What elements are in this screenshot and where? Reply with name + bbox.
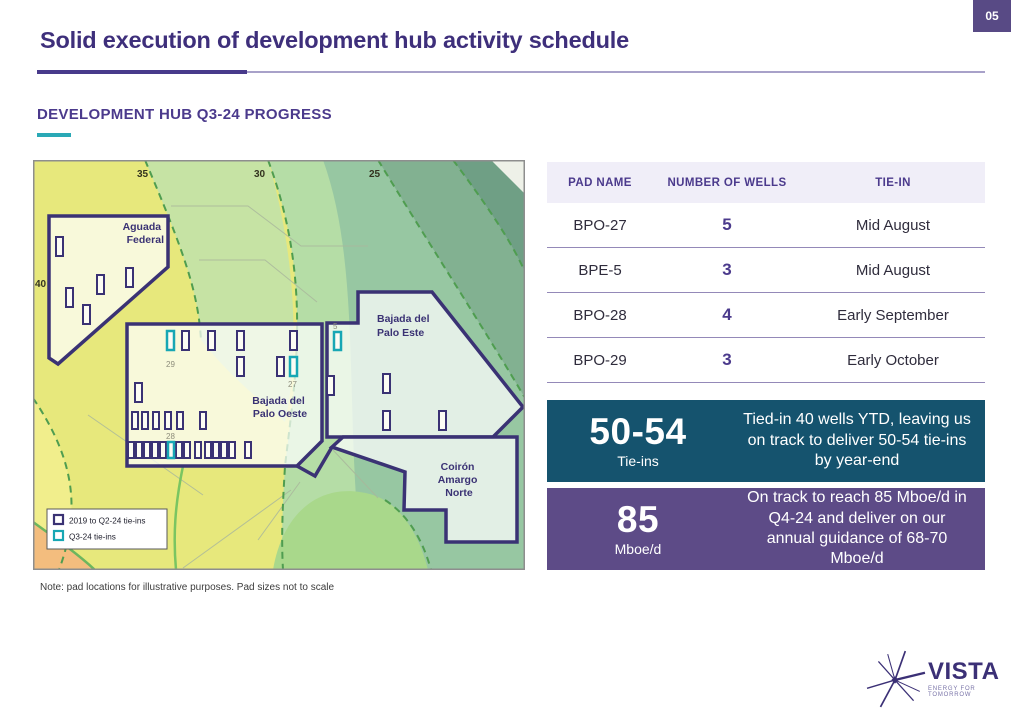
vista-logo: VISTA ENERGY FOR TOMORROW (866, 648, 1012, 710)
cell-wells: 3 (722, 260, 732, 279)
cell-pad-name: BPE-5 (578, 261, 622, 279)
block-coiron-amargo-norte (328, 435, 519, 544)
callout-production-value: 85 (616, 499, 660, 540)
callout-tie-ins-figure: 50-54 Tie-ins (547, 413, 729, 469)
cell-wells: 4 (722, 305, 732, 324)
label-bajada-del-palo-este: Bajada del Palo Este (377, 313, 432, 339)
callout-production-figure: 85 Mboe/d (547, 501, 729, 557)
pads-table: PAD NAME NUMBER OF WELLS TIE-IN BPO-27 5… (547, 162, 985, 383)
page-title: Solid execution of development hub activ… (40, 27, 629, 53)
contour-label-40: 40 (35, 279, 47, 290)
vista-starburst-icon (866, 650, 926, 708)
callout-production: 85 Mboe/d On track to reach 85 Mboe/d in… (547, 488, 985, 570)
pad-label-29: 29 (166, 360, 175, 369)
pad-number-labels: 29 27 28 5 (166, 322, 338, 441)
table-row: BPO-29 3 Early October (547, 338, 985, 383)
block-name-labels: Aguada Federal Bajada del Palo Oeste Baj… (123, 221, 481, 499)
contour-label-30: 30 (254, 169, 266, 180)
block-boundary-zigzag (296, 446, 334, 479)
legend-swatch-2019-q2 (52, 513, 65, 526)
map-footnote: Note: pad locations for illustrative pur… (40, 582, 335, 593)
label-coiron-amargo-norte: Coirón Amargo Norte (438, 461, 481, 499)
pad-label-28: 28 (166, 432, 175, 441)
label-bajada-del-palo-oeste: Bajada del Palo Oeste (252, 395, 307, 420)
callout-tie-ins-value: 50-54 (589, 411, 687, 452)
column-header-number-of-wells: NUMBER OF WELLS (667, 176, 787, 189)
title-divider (37, 70, 985, 75)
map-legend: 2019 to Q2-24 tie-ins Q3-24 tie-ins (46, 508, 168, 550)
map-minor-contours (87, 205, 379, 569)
cell-tie-in: Mid August (855, 261, 931, 279)
map-solid-contour-2 (173, 465, 185, 571)
title-divider-light (37, 71, 985, 73)
callout-tie-ins-unit: Tie-ins (617, 453, 659, 469)
legend-label-2019-q2: 2019 to Q2-24 tie-ins (69, 517, 145, 526)
table-header-row: PAD NAME NUMBER OF WELLS TIE-IN (547, 162, 985, 203)
contour-label-25: 25 (369, 169, 381, 180)
map-frame (33, 160, 525, 570)
table-row: BPO-28 4 Early September (547, 293, 985, 338)
table-row: BPO-27 5 Mid August (547, 203, 985, 248)
callout-tie-ins-text: Tied-in 40 wells YTD, leaving us on trac… (743, 411, 971, 470)
page-number-badge: 05 (973, 0, 1011, 32)
block-aguada-federal (47, 214, 170, 367)
contour-label-35: 35 (137, 169, 149, 180)
callout-production-unit: Mboe/d (614, 541, 662, 557)
vista-brand-text: VISTA (928, 658, 1000, 685)
cell-tie-in: Early September (837, 306, 949, 324)
table-row: BPE-5 3 Mid August (547, 248, 985, 293)
map-contour-labels: 40 35 30 25 (35, 169, 381, 290)
pad-label-5: 5 (333, 322, 338, 331)
section-heading-underline (37, 133, 71, 137)
cell-tie-in: Mid August (855, 216, 931, 234)
cell-wells: 3 (722, 350, 732, 369)
map-blocks (47, 214, 526, 544)
pads-2019-q2-24 (55, 236, 447, 459)
title-divider-dark (37, 70, 247, 74)
vista-wordmark: VISTA ENERGY FOR TOMORROW (928, 658, 1012, 699)
cell-wells: 5 (722, 215, 732, 234)
callout-production-text: On track to reach 85 Mboe/d in Q4-24 and… (747, 489, 967, 568)
cell-pad-name: BPO-28 (573, 306, 627, 324)
pad-label-27: 27 (288, 380, 297, 389)
vista-tagline: ENERGY FOR TOMORROW (928, 686, 976, 698)
cell-pad-name: BPO-27 (573, 216, 627, 234)
label-aguada-federal: Aguada Federal (123, 221, 165, 246)
section-heading: DEVELOPMENT HUB Q3-24 PROGRESS (37, 106, 332, 123)
development-hub-map: 40 35 30 25 (32, 159, 526, 571)
column-header-pad-name: PAD NAME (568, 176, 632, 189)
map-svg: 40 35 30 25 (32, 159, 526, 571)
callout-tie-ins: 50-54 Tie-ins Tied-in 40 wells YTD, leav… (547, 400, 985, 482)
cell-pad-name: BPO-29 (573, 351, 627, 369)
cell-tie-in: Early October (847, 351, 939, 369)
legend-swatch-q3-24 (52, 529, 65, 542)
legend-label-q3-24: Q3-24 tie-ins (69, 533, 116, 542)
column-header-tie-in: TIE-IN (875, 176, 911, 189)
pads-q3-24 (165, 329, 343, 460)
